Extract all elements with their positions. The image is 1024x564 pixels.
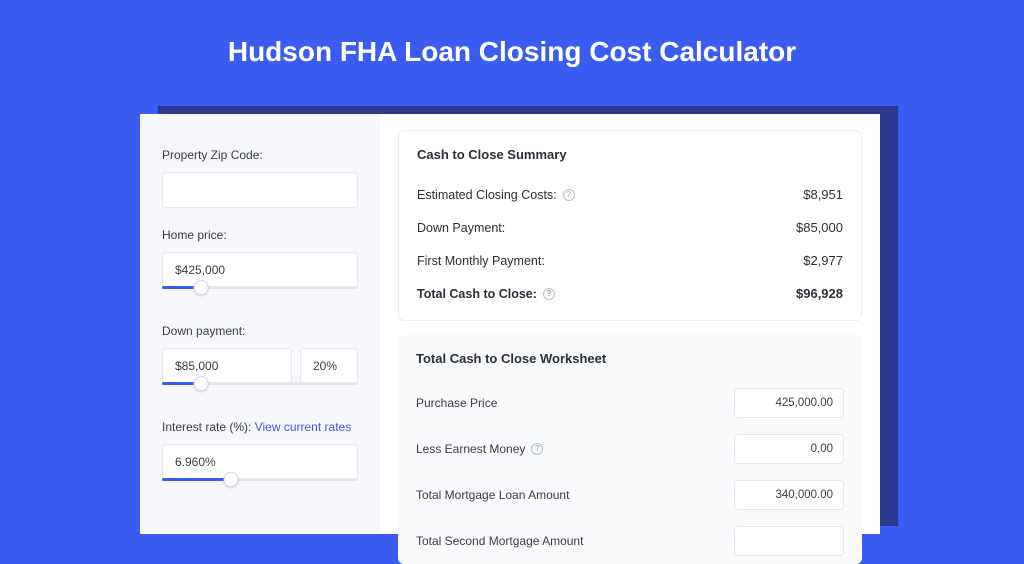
interest-rate-label-row: Interest rate (%): View current rates xyxy=(162,420,358,434)
worksheet-row: Total Second Mortgage Amount xyxy=(416,518,844,564)
worksheet-row-label: Purchase Price xyxy=(416,396,497,410)
results-main: Cash to Close Summary Estimated Closing … xyxy=(380,114,880,534)
worksheet-card: Total Cash to Close Worksheet Purchase P… xyxy=(398,335,862,564)
interest-rate-input[interactable] xyxy=(162,444,358,480)
summary-row-value: $85,000 xyxy=(796,220,843,235)
down-payment-pct-input[interactable] xyxy=(300,348,358,384)
help-icon[interactable]: ? xyxy=(563,189,575,201)
calculator-card: Property Zip Code: Home price: Down paym… xyxy=(140,114,880,534)
home-price-input[interactable] xyxy=(162,252,358,288)
home-price-label: Home price: xyxy=(162,228,358,242)
down-payment-field: Down payment: xyxy=(162,324,358,400)
summary-row-label: Estimated Closing Costs: xyxy=(417,188,557,202)
slider-thumb[interactable] xyxy=(194,376,209,391)
worksheet-row-label: Total Second Mortgage Amount xyxy=(416,534,583,548)
home-price-field: Home price: xyxy=(162,228,358,304)
summary-row-total: Total Cash to Close: ? $96,928 xyxy=(417,277,843,310)
summary-row: Estimated Closing Costs: ? $8,951 xyxy=(417,178,843,211)
slider-thumb[interactable] xyxy=(194,280,209,295)
view-rates-link[interactable]: View current rates xyxy=(255,420,352,434)
help-icon[interactable]: ? xyxy=(531,443,543,455)
interest-rate-field: Interest rate (%): View current rates xyxy=(162,420,358,496)
interest-rate-slider[interactable] xyxy=(162,478,358,496)
worksheet-row-label: Less Earnest Money xyxy=(416,442,525,456)
interest-rate-label: Interest rate (%): xyxy=(162,420,251,434)
home-price-slider[interactable] xyxy=(162,286,358,304)
inputs-sidebar: Property Zip Code: Home price: Down paym… xyxy=(140,114,380,534)
zip-label: Property Zip Code: xyxy=(162,148,358,162)
summary-row-label: First Monthly Payment: xyxy=(417,254,545,268)
summary-row: Down Payment: $85,000 xyxy=(417,211,843,244)
second-mortgage-input[interactable] xyxy=(734,526,844,556)
summary-row-value: $96,928 xyxy=(796,286,843,301)
summary-row-value: $2,977 xyxy=(803,253,843,268)
mortgage-amount-input[interactable] xyxy=(734,480,844,510)
worksheet-row-label: Total Mortgage Loan Amount xyxy=(416,488,569,502)
summary-row-value: $8,951 xyxy=(803,187,843,202)
page-title: Hudson FHA Loan Closing Cost Calculator xyxy=(0,0,1024,92)
worksheet-row: Less Earnest Money ? xyxy=(416,426,844,472)
worksheet-row: Total Mortgage Loan Amount xyxy=(416,472,844,518)
slider-thumb[interactable] xyxy=(223,472,238,487)
summary-title: Cash to Close Summary xyxy=(417,147,843,162)
down-payment-input[interactable] xyxy=(162,348,292,384)
summary-row-label: Total Cash to Close: xyxy=(417,287,537,301)
worksheet-title: Total Cash to Close Worksheet xyxy=(416,351,844,366)
zip-input[interactable] xyxy=(162,172,358,208)
summary-row: First Monthly Payment: $2,977 xyxy=(417,244,843,277)
worksheet-row: Purchase Price xyxy=(416,380,844,426)
help-icon[interactable]: ? xyxy=(543,288,555,300)
down-payment-label: Down payment: xyxy=(162,324,358,338)
summary-card: Cash to Close Summary Estimated Closing … xyxy=(398,130,862,321)
earnest-money-input[interactable] xyxy=(734,434,844,464)
zip-field: Property Zip Code: xyxy=(162,148,358,208)
slider-fill xyxy=(162,478,231,481)
summary-row-label: Down Payment: xyxy=(417,221,505,235)
purchase-price-input[interactable] xyxy=(734,388,844,418)
down-payment-slider[interactable] xyxy=(162,382,358,400)
